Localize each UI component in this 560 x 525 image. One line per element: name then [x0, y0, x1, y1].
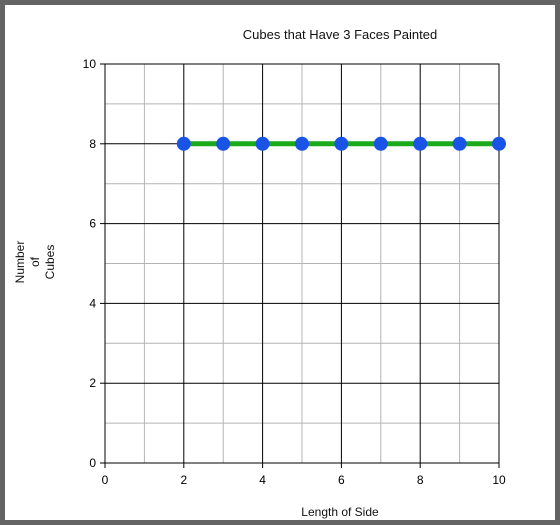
data-point [255, 136, 270, 151]
data-point [492, 136, 506, 151]
y-tick-label: 8 [89, 137, 96, 151]
data-point [295, 136, 309, 151]
data-point [334, 136, 349, 151]
data-point [373, 136, 388, 151]
y-tick-label: 4 [89, 296, 96, 310]
data-point [413, 136, 428, 151]
plot-area-border [104, 63, 500, 464]
x-tick-label: 2 [180, 473, 187, 487]
data-point [452, 136, 467, 151]
x-axis-label: Length of Side [301, 505, 379, 519]
y-tick-label: 6 [89, 217, 96, 231]
chart-title: Cubes that Have 3 Faces Painted [242, 27, 438, 42]
x-tick-label: 10 [492, 473, 506, 487]
x-tick-label: 0 [102, 473, 109, 487]
data-point [216, 136, 231, 151]
y-tick-label: 0 [89, 456, 96, 470]
x-tick-label: 4 [259, 473, 266, 487]
x-tick-label: 8 [417, 473, 424, 487]
data-point [176, 136, 191, 151]
x-tick-label: 6 [338, 473, 345, 487]
y-tick-label: 10 [83, 57, 97, 71]
y-tick-label: 2 [89, 376, 96, 390]
